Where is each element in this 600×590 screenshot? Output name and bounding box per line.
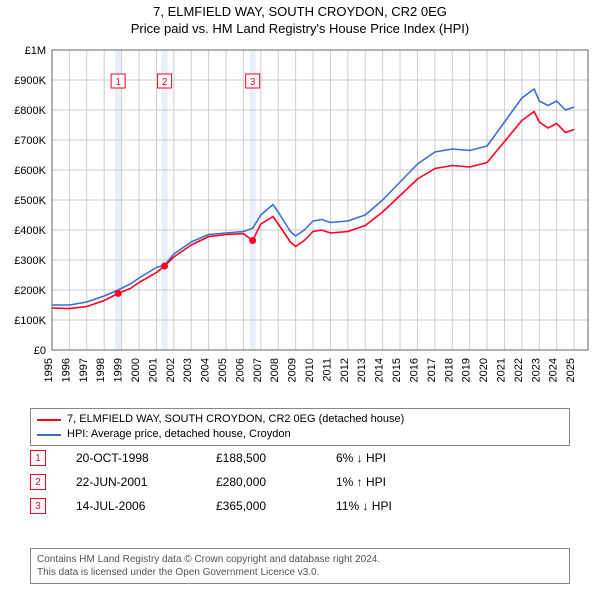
svg-text:2012: 2012: [339, 358, 351, 382]
sale-price-2: £280,000: [216, 475, 306, 489]
sale-row-2: 2 22-JUN-2001 £280,000 1% ↑ HPI: [30, 474, 570, 490]
sale-row-1: 1 20-OCT-1998 £188,500 6% ↓ HPI: [30, 450, 570, 466]
legend-row-property: 7, ELMFIELD WAY, SOUTH CROYDON, CR2 0EG …: [37, 412, 563, 427]
svg-text:2020: 2020: [478, 358, 490, 382]
svg-text:2021: 2021: [495, 358, 507, 382]
svg-text:2003: 2003: [182, 358, 194, 382]
sale-delta-2: 1% ↑ HPI: [336, 475, 446, 489]
svg-text:2: 2: [162, 77, 168, 88]
svg-text:£200K: £200K: [14, 285, 46, 297]
legend-swatch-hpi: [37, 434, 61, 436]
svg-text:3: 3: [250, 77, 256, 88]
page-title: 7, ELMFIELD WAY, SOUTH CROYDON, CR2 0EG: [0, 4, 600, 19]
svg-text:1996: 1996: [60, 358, 72, 382]
svg-text:2022: 2022: [513, 358, 525, 382]
sale-marker-2: 2: [30, 474, 46, 490]
svg-text:£100K: £100K: [14, 315, 46, 327]
svg-text:1998: 1998: [95, 358, 107, 382]
svg-text:2004: 2004: [200, 358, 212, 382]
svg-text:2016: 2016: [408, 358, 420, 382]
sale-delta-3: 11% ↓ HPI: [336, 499, 446, 513]
svg-text:£800K: £800K: [14, 105, 46, 117]
svg-text:2015: 2015: [391, 358, 403, 382]
sale-date-1: 20-OCT-1998: [76, 451, 186, 465]
svg-text:2011: 2011: [321, 358, 333, 382]
svg-text:1999: 1999: [113, 358, 125, 382]
titles: 7, ELMFIELD WAY, SOUTH CROYDON, CR2 0EG …: [0, 0, 600, 36]
svg-text:£300K: £300K: [14, 255, 46, 267]
svg-text:2005: 2005: [217, 358, 229, 382]
svg-text:2002: 2002: [165, 358, 177, 382]
sale-marker-1: 1: [30, 450, 46, 466]
legend-label-property: 7, ELMFIELD WAY, SOUTH CROYDON, CR2 0EG …: [67, 412, 404, 427]
legend-swatch-property: [37, 419, 61, 421]
svg-text:2006: 2006: [234, 358, 246, 382]
svg-text:£400K: £400K: [14, 225, 46, 237]
svg-text:2023: 2023: [530, 358, 542, 382]
svg-text:£700K: £700K: [14, 135, 46, 147]
sale-marker-3: 3: [30, 498, 46, 514]
legend: 7, ELMFIELD WAY, SOUTH CROYDON, CR2 0EG …: [30, 408, 570, 446]
svg-text:£500K: £500K: [14, 195, 46, 207]
legend-label-hpi: HPI: Average price, detached house, Croy…: [67, 427, 291, 442]
sale-row-3: 3 14-JUL-2006 £365,000 11% ↓ HPI: [30, 498, 570, 514]
page-subtitle: Price paid vs. HM Land Registry's House …: [0, 21, 600, 36]
svg-text:2017: 2017: [426, 358, 438, 382]
sales-list: 1 20-OCT-1998 £188,500 6% ↓ HPI 2 22-JUN…: [30, 450, 570, 522]
footer: Contains HM Land Registry data © Crown c…: [30, 548, 570, 584]
svg-text:2014: 2014: [374, 358, 386, 382]
svg-text:2000: 2000: [130, 358, 142, 382]
svg-text:£1M: £1M: [25, 45, 46, 57]
svg-text:2019: 2019: [461, 358, 473, 382]
svg-text:2025: 2025: [565, 358, 577, 382]
svg-text:2008: 2008: [269, 358, 281, 382]
svg-text:£900K: £900K: [14, 75, 46, 87]
svg-text:£0: £0: [34, 345, 46, 357]
sale-date-3: 14-JUL-2006: [76, 499, 186, 513]
svg-text:2013: 2013: [356, 358, 368, 382]
svg-text:2007: 2007: [252, 358, 264, 382]
legend-row-hpi: HPI: Average price, detached house, Croy…: [37, 427, 563, 442]
svg-text:1995: 1995: [43, 358, 55, 382]
svg-text:1997: 1997: [78, 358, 90, 382]
sale-price-1: £188,500: [216, 451, 306, 465]
svg-text:1: 1: [115, 77, 121, 88]
sale-price-3: £365,000: [216, 499, 306, 513]
footer-line-2: This data is licensed under the Open Gov…: [37, 566, 563, 579]
sale-delta-1: 6% ↓ HPI: [336, 451, 446, 465]
svg-text:2010: 2010: [304, 358, 316, 382]
svg-text:2009: 2009: [287, 358, 299, 382]
svg-text:2024: 2024: [548, 358, 560, 382]
svg-text:2001: 2001: [147, 358, 159, 382]
sale-date-2: 22-JUN-2001: [76, 475, 186, 489]
chart-svg: £0 £100K £200K £300K £400K £500K £600K £700K £80…: [6, 42, 594, 402]
svg-text:£600K: £600K: [14, 165, 46, 177]
svg-text:2018: 2018: [443, 358, 455, 382]
price-chart: £0 £100K £200K £300K £400K £500K £600K £700K £80…: [6, 42, 594, 402]
footer-line-1: Contains HM Land Registry data © Crown c…: [37, 553, 563, 566]
